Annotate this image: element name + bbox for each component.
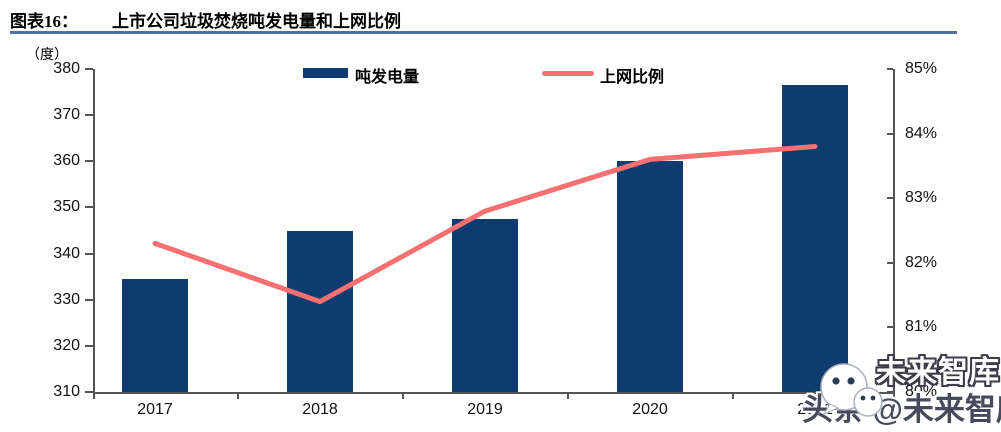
y-axis-left-tick	[85, 68, 93, 70]
y-axis-left-tick-label: 360	[53, 152, 80, 170]
y-axis-left-tick-label: 310	[53, 383, 80, 400]
wechat-bubble-icon	[820, 363, 883, 417]
y-axis-right-tick	[887, 326, 893, 329]
y-axis-left-tick	[85, 298, 93, 301]
bar-2021	[782, 85, 848, 392]
y-axis-left-tick-label: 340	[53, 244, 80, 262]
y-axis-left-tick-label: 320	[53, 336, 80, 354]
bar-2017	[122, 278, 188, 392]
legend-bar-swatch	[303, 68, 348, 78]
y-axis-left-tick-label: 370	[53, 106, 80, 124]
x-axis-tick	[566, 392, 569, 399]
left-axis-unit-label: （度）	[26, 48, 68, 63]
title-underline	[10, 31, 957, 34]
y-axis-right-tick	[887, 197, 893, 200]
y-axis-left	[93, 69, 95, 392]
x-axis-category-label: 2019	[467, 401, 503, 418]
x-axis-tick	[401, 392, 404, 399]
y-axis-left-tick	[85, 391, 93, 393]
x-axis-tick	[731, 392, 734, 399]
y-axis-right-tick	[887, 261, 893, 264]
y-axis-right	[893, 69, 895, 392]
figure-label: 图表16：	[10, 12, 78, 31]
y-axis-right-tick-label: 82%	[905, 253, 938, 271]
y-axis-right-tick-label: 85%	[905, 60, 938, 77]
y-axis-right-tick	[887, 68, 893, 70]
y-axis-right-tick-label: 80%	[905, 383, 938, 400]
x-axis-category-label: 2020	[632, 401, 668, 418]
y-axis-left-tick	[85, 252, 93, 255]
y-axis-left-tick-label: 350	[53, 198, 80, 216]
y-axis-left-tick	[85, 206, 93, 209]
x-axis-category-label: 2018	[302, 401, 338, 418]
y-axis-right-tick	[887, 391, 893, 393]
legend-line-swatch	[542, 71, 594, 76]
bar-2020	[617, 161, 683, 392]
watermark-outline-text: 未来智库	[876, 356, 1000, 389]
figure-title: 上市公司垃圾焚烧吨发电量和上网比例	[112, 12, 401, 31]
y-axis-left-tick	[85, 160, 93, 163]
x-axis-end-tick	[893, 392, 895, 399]
y-axis-right-tick-label: 81%	[905, 318, 938, 336]
x-axis-end-tick	[93, 392, 95, 399]
y-axis-left-tick-label: 330	[53, 290, 80, 308]
y-axis-left-tick	[85, 114, 93, 117]
bar-2018	[287, 230, 353, 392]
legend-line-label: 上网比例	[600, 69, 665, 86]
y-axis-right-tick-label: 83%	[905, 189, 938, 207]
legend-bar-label: 吨发电量	[355, 69, 420, 86]
y-axis-left-tick-label: 380	[53, 60, 80, 77]
y-axis-right-tick	[887, 132, 893, 135]
bar-2019	[452, 218, 518, 392]
x-axis-category-label: 2017	[137, 401, 173, 418]
y-axis-left-tick	[85, 344, 93, 347]
x-axis	[93, 392, 895, 394]
x-axis-tick	[236, 392, 239, 399]
y-axis-right-tick-label: 84%	[905, 124, 938, 142]
